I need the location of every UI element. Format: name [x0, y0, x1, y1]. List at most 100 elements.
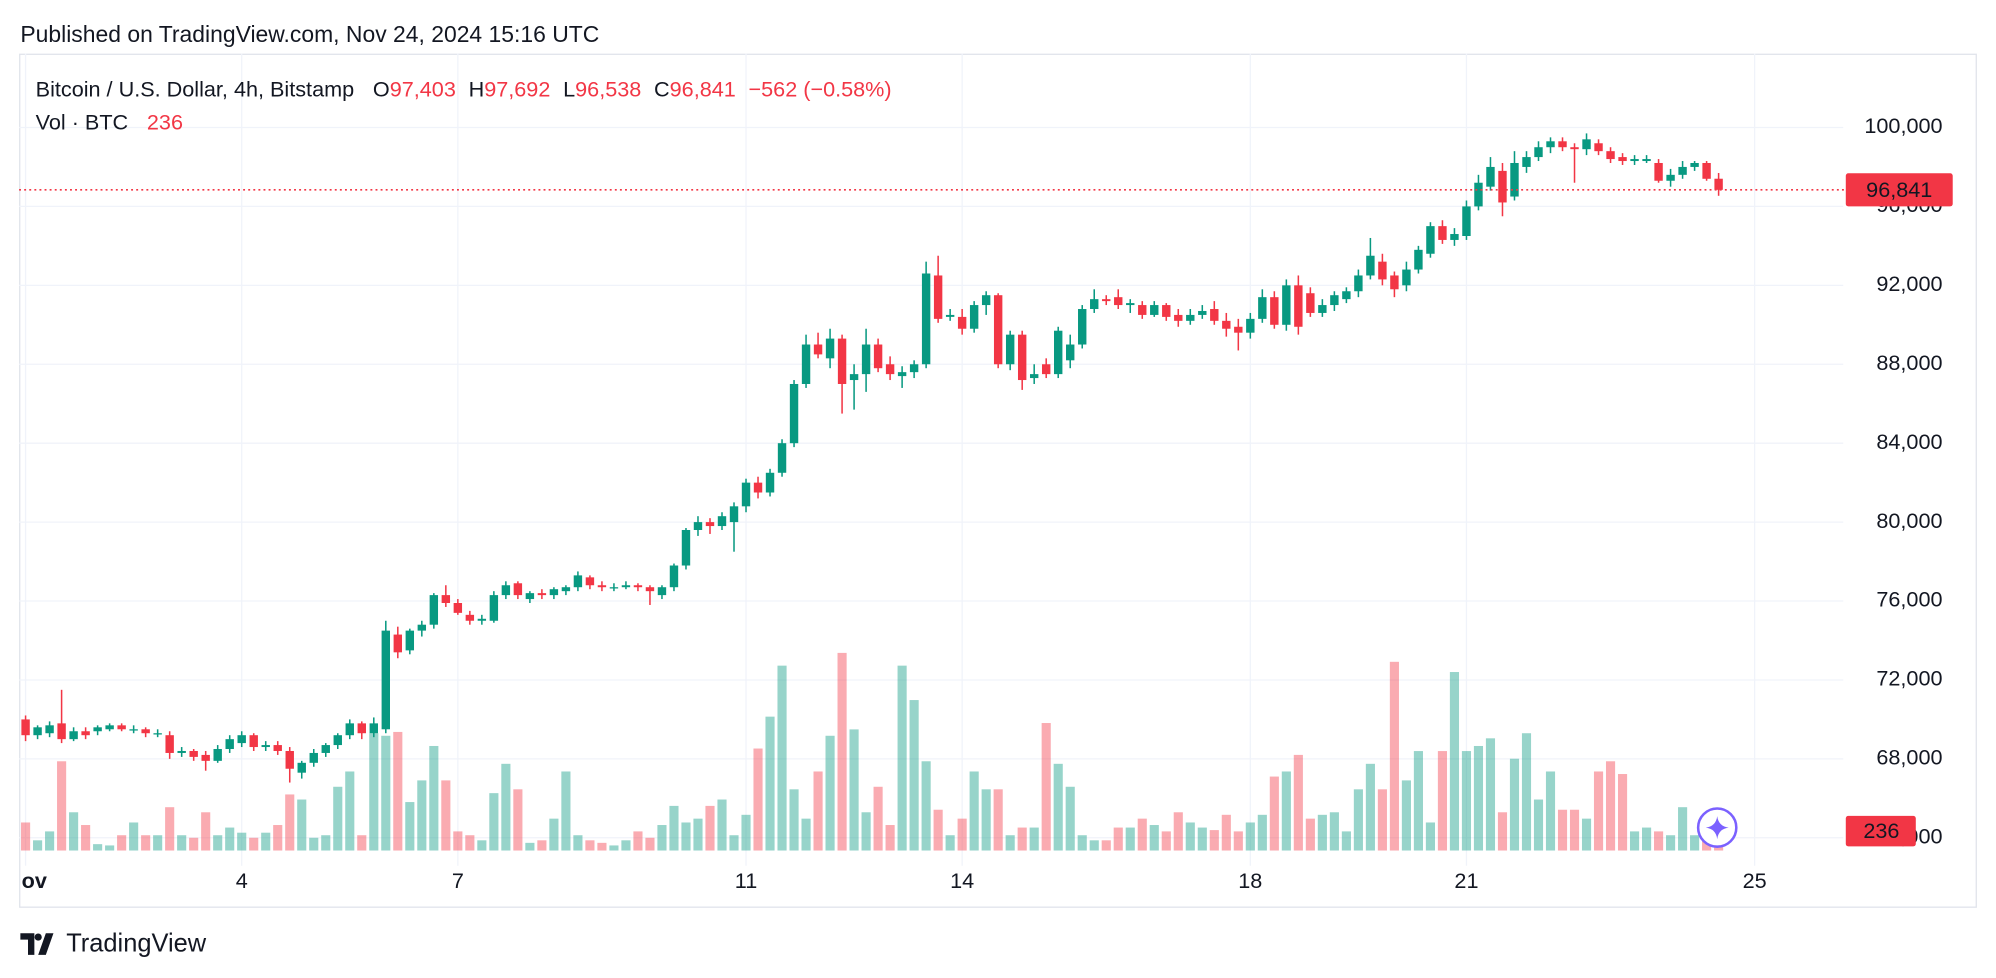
volume-bar [885, 825, 895, 851]
volume-bar [69, 812, 79, 851]
candle-body [477, 618, 487, 621]
candle-body [261, 745, 270, 748]
volume-bar [45, 831, 55, 851]
candle-body [849, 374, 859, 381]
volume-bar [1209, 830, 1219, 851]
ohlc-legend: O97,403 H97,692 L96,538 C96,841 −562 (−0.58%… [373, 76, 892, 101]
candle-body [789, 383, 799, 444]
volume-bar [453, 831, 463, 851]
candle-body [1270, 297, 1279, 325]
candle-body [945, 314, 955, 317]
assistant-icon[interactable] [1696, 807, 1738, 848]
icon-star[interactable] [1705, 816, 1729, 840]
volume-bar [237, 832, 247, 851]
logo-dot[interactable] [34, 933, 42, 941]
candle-body [909, 364, 919, 373]
candle-body [117, 725, 126, 730]
volume-bar [21, 822, 31, 851]
volume-bar [489, 793, 499, 851]
volume-bar [597, 842, 607, 851]
volume-bar [789, 789, 799, 851]
volume-bar [969, 771, 979, 851]
candle-body [285, 750, 294, 769]
candle-body [357, 723, 366, 734]
volume-bar [981, 789, 991, 851]
volume-bar [1329, 812, 1339, 851]
volume-bar [1341, 831, 1351, 851]
volume-bar [333, 786, 343, 851]
candle-body [1029, 374, 1039, 379]
candle-body [309, 752, 318, 763]
candle-body [393, 634, 403, 653]
candle-body [1714, 178, 1723, 190]
candle-body [1138, 305, 1147, 315]
legend-key: L [563, 76, 575, 101]
volume-bar [1197, 827, 1207, 851]
volume-bar [441, 780, 451, 851]
volume-bar [633, 831, 643, 851]
last-volume-label: 236 [1863, 818, 1899, 843]
candle-body [1582, 139, 1591, 150]
volume-bar [189, 837, 199, 851]
candle-body [861, 344, 871, 375]
volume-bar [1185, 822, 1195, 851]
volume-bar [1461, 751, 1472, 851]
volume-bar [1293, 754, 1303, 851]
candle-body [1690, 162, 1699, 167]
volume-bar [1690, 835, 1700, 851]
candle-body [1426, 226, 1435, 254]
legend-value: 97,403 [390, 76, 456, 101]
candle-layer [21, 133, 1723, 783]
volume-bar [1497, 812, 1508, 851]
candle-body [333, 735, 342, 746]
candle-body [273, 745, 282, 751]
volume-bar [777, 665, 787, 851]
volume-bar [1365, 763, 1375, 851]
candle-body [1174, 314, 1183, 321]
candle-body [213, 749, 222, 761]
candle-body [1126, 303, 1135, 306]
x-tick-label: 14 [950, 868, 974, 893]
volume-bar [561, 771, 571, 851]
candle-body [1402, 269, 1411, 286]
volume-bar [345, 771, 355, 851]
candle-body [141, 729, 150, 734]
volume-bar [33, 840, 43, 851]
candle-body [93, 727, 102, 732]
candle-body [1414, 249, 1423, 270]
candle-body [1330, 295, 1339, 306]
volume-bar [741, 814, 751, 851]
volume-bar [1245, 822, 1255, 851]
volume-bar [801, 818, 811, 851]
volume-bar [585, 840, 595, 851]
candle-body [921, 273, 931, 365]
y-tick-label: 84,000 [1876, 429, 1942, 454]
logo-mark[interactable] [20, 933, 54, 955]
candle-body [1390, 275, 1399, 290]
volume-bar [1425, 822, 1435, 851]
candle-body [561, 587, 571, 592]
volume-bar [381, 735, 391, 851]
volume-bar [621, 840, 631, 851]
brand-name[interactable]: TradingView [66, 929, 207, 957]
candle-body [249, 735, 258, 748]
volume-bar [861, 812, 871, 851]
candle-body [177, 750, 186, 753]
volume-bar [369, 733, 379, 851]
candle-body [57, 723, 66, 740]
volume-bar [501, 763, 511, 851]
candle-body [513, 583, 523, 596]
legend-key: C [654, 76, 670, 101]
volume-bar [1437, 751, 1448, 851]
legend-key: O [373, 76, 390, 101]
legend-value: 97,692 [484, 76, 550, 101]
x-tick-label: 4 [236, 868, 248, 893]
volume-bar [285, 794, 295, 851]
volume-bar [645, 837, 655, 851]
candle-body [129, 729, 138, 731]
brand-logo[interactable]: TradingView [20, 929, 207, 957]
candle-body [1005, 334, 1015, 365]
volume-bar [261, 832, 271, 851]
candle-body [585, 577, 595, 586]
